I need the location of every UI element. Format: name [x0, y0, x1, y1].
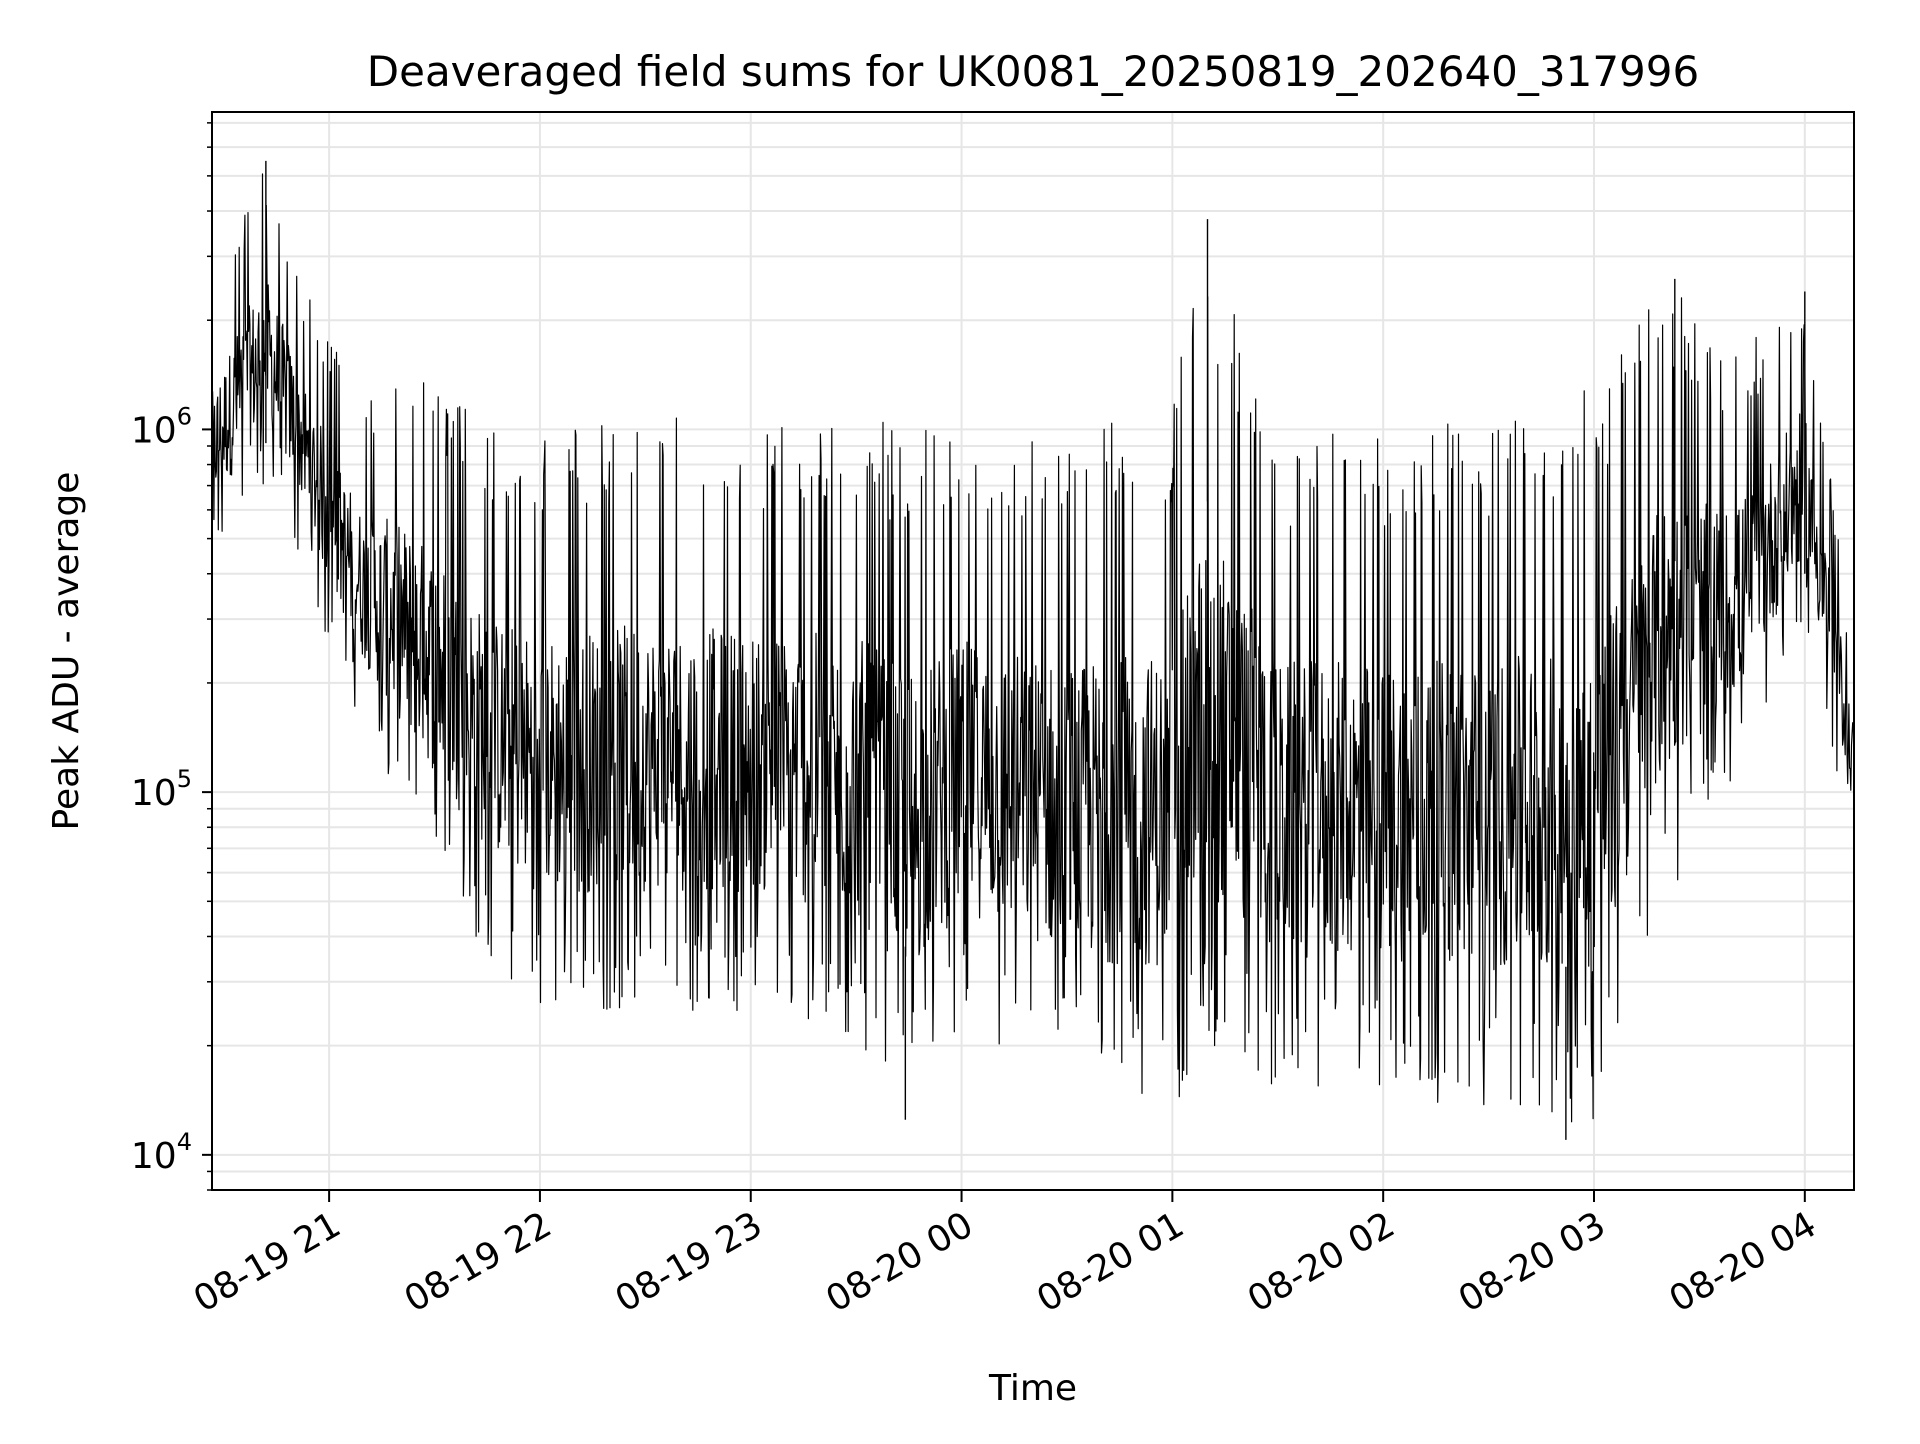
series-line — [212, 173, 1854, 1123]
chart-title: Deaveraged field sums for UK0081_2025081… — [367, 47, 1699, 96]
plot-frame — [211, 111, 1855, 1191]
y-axis: 104 105 106 — [131, 122, 212, 1191]
y-axis-label: Peak ADU - average — [46, 472, 87, 831]
x-axis-label: Time — [988, 1368, 1077, 1409]
y-tick-label: 104 — [131, 1128, 192, 1177]
y-tick-label: 105 — [131, 765, 192, 814]
y-tick-label: 106 — [131, 402, 192, 451]
series-layer — [212, 160, 1854, 1140]
